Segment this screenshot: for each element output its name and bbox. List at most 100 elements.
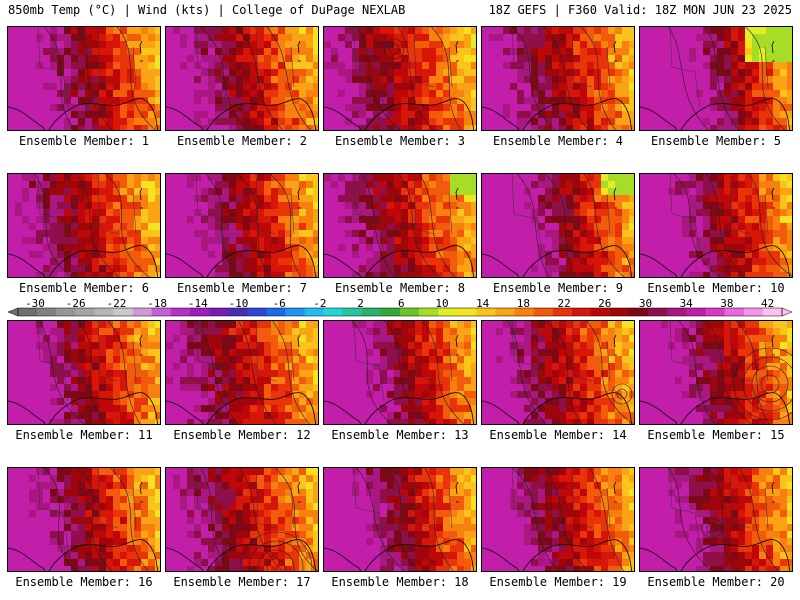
- temperature-cell: [675, 202, 683, 210]
- temperature-cell: [324, 41, 332, 49]
- height-contour: [421, 321, 465, 424]
- temperature-cell: [496, 363, 504, 371]
- temperature-cell: [608, 125, 616, 130]
- temperature-cell: [545, 97, 553, 105]
- temperature-cell: [50, 328, 58, 336]
- temperature-cell: [71, 356, 79, 364]
- temperature-cell: [464, 356, 472, 364]
- temperature-cell: [510, 90, 518, 98]
- temperature-cell: [180, 41, 188, 49]
- temperature-cell: [394, 384, 402, 392]
- temperature-cell: [422, 125, 430, 130]
- temperature-cell: [629, 69, 634, 77]
- temperature-cell: [187, 391, 195, 399]
- temperature-cell: [173, 174, 181, 182]
- temperature-cell: [559, 244, 567, 252]
- temperature-cell: [517, 188, 525, 196]
- temperature-cell: [766, 356, 774, 364]
- temperature-cell: [155, 90, 160, 98]
- temperature-cell: [141, 202, 149, 210]
- temperature-cell: [127, 272, 135, 277]
- temperature-cell: [587, 69, 595, 77]
- temperature-cell: [552, 244, 560, 252]
- temperature-cell: [661, 181, 669, 189]
- temperature-cell: [257, 76, 265, 84]
- temperature-cell: [222, 384, 230, 392]
- temperature-cell: [194, 97, 202, 105]
- temperature-cell: [401, 55, 409, 63]
- temperature-cell: [359, 188, 367, 196]
- temperature-cell: [331, 391, 339, 399]
- temperature-cell: [510, 251, 518, 259]
- temperature-cell: [201, 230, 209, 238]
- temperature-cell: [155, 230, 160, 238]
- temperature-cell: [464, 97, 472, 105]
- temperature-cell: [436, 419, 444, 424]
- temperature-cell: [180, 356, 188, 364]
- temperature-cell: [545, 27, 553, 35]
- temperature-cell: [675, 230, 683, 238]
- temperature-cell: [682, 349, 690, 357]
- temperature-cell: [78, 216, 86, 224]
- temperature-cell: [387, 328, 395, 336]
- temperature-cell: [222, 223, 230, 231]
- temperature-cell: [587, 237, 595, 245]
- temperature-cell: [215, 83, 223, 91]
- temperature-cell: [292, 83, 300, 91]
- temperature-cell: [8, 321, 16, 329]
- temperature-cell: [366, 111, 374, 119]
- temperature-cell: [264, 419, 272, 424]
- temperature-cell: [689, 251, 697, 259]
- temperature-cell: [292, 230, 300, 238]
- temperature-cell: [640, 90, 648, 98]
- temperature-cell: [299, 111, 307, 119]
- temperature-cell: [313, 356, 318, 364]
- temperature-cell: [8, 27, 16, 35]
- temperature-cell: [127, 195, 135, 203]
- temperature-cell: [408, 335, 416, 343]
- temperature-cell: [29, 216, 37, 224]
- temperature-cell: [752, 251, 760, 259]
- temperature-cell: [566, 230, 574, 238]
- temperature-cell: [450, 384, 458, 392]
- temperature-cell: [387, 195, 395, 203]
- temperature-cell: [408, 97, 416, 105]
- temperature-cell: [36, 69, 44, 77]
- temperature-cell: [278, 41, 286, 49]
- temperature-cell: [380, 419, 388, 424]
- temperature-cell: [215, 223, 223, 231]
- temperature-cell: [373, 90, 381, 98]
- temperature-cell: [401, 230, 409, 238]
- temperature-cell: [201, 342, 209, 350]
- temperature-cell: [36, 342, 44, 350]
- temperature-cell: [36, 384, 44, 392]
- temperature-cell: [324, 244, 332, 252]
- temperature-cell: [113, 90, 121, 98]
- temperature-cell: [92, 328, 100, 336]
- temperature-cell: [689, 111, 697, 119]
- temperature-cell: [148, 335, 156, 343]
- temperature-cell: [787, 265, 792, 273]
- temperature-cell: [236, 104, 244, 112]
- temperature-cell: [738, 342, 746, 350]
- temperature-cell: [615, 69, 623, 77]
- temperature-cell: [99, 251, 107, 259]
- temperature-cell: [717, 83, 725, 91]
- temperature-cell: [724, 83, 732, 91]
- temperature-cell: [464, 237, 472, 245]
- temperature-cell: [57, 265, 65, 273]
- temperature-cell: [71, 55, 79, 63]
- temperature-cell: [387, 321, 395, 329]
- temperature-cell: [201, 398, 209, 406]
- temperature-cell: [517, 62, 525, 70]
- temperature-cell: [566, 251, 574, 259]
- temperature-cell: [50, 76, 58, 84]
- temperature-cell: [338, 342, 346, 350]
- temperature-cell: [517, 90, 525, 98]
- temperature-cell: [43, 398, 51, 406]
- temperature-cell: [71, 335, 79, 343]
- temperature-cell: [780, 48, 788, 56]
- temperature-cell: [615, 104, 623, 112]
- temperature-cell: [503, 398, 511, 406]
- temperature-cell: [464, 188, 472, 196]
